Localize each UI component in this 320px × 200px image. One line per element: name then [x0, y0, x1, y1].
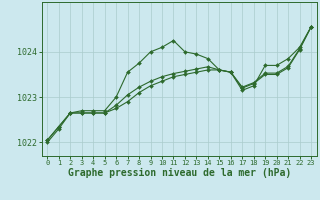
- X-axis label: Graphe pression niveau de la mer (hPa): Graphe pression niveau de la mer (hPa): [68, 168, 291, 178]
